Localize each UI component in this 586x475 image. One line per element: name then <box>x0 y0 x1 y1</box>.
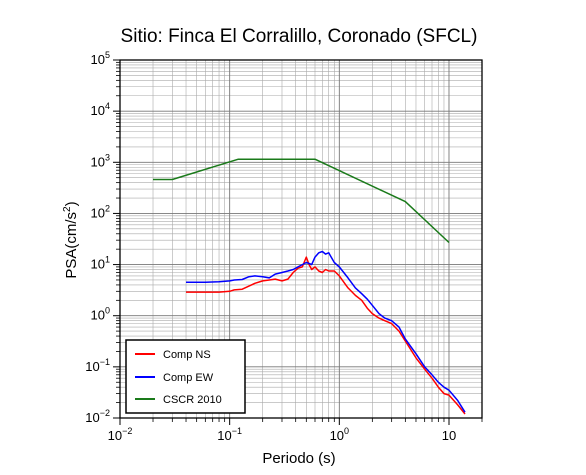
series-line-1 <box>186 250 466 413</box>
y-tick-label: 105 <box>91 50 110 67</box>
y-tick-label: 103 <box>91 152 110 169</box>
tick-marks <box>113 59 483 425</box>
y-tick-label: 100 <box>91 306 110 323</box>
plot-frame <box>119 59 483 419</box>
legend-items: Comp NS Comp EW CSCR 2010 <box>135 349 222 406</box>
series-layer <box>153 158 466 415</box>
x-tick-label: 10−1 <box>217 426 242 443</box>
y-tick-label: 104 <box>91 101 110 118</box>
x-tick-labels: 10−2 10−1 100 10 <box>108 426 457 443</box>
x-axis-label: Periodo (s) <box>262 450 335 467</box>
legend-label-1: Comp EW <box>163 372 214 384</box>
y-tick-label: 10−1 <box>85 357 110 374</box>
x-tick-label: 10 <box>442 428 456 443</box>
series-line-2 <box>153 158 450 244</box>
legend: Comp NS Comp EW CSCR 2010 <box>125 339 246 414</box>
legend-label-2: CSCR 2010 <box>163 394 222 406</box>
series-line-0 <box>186 256 466 415</box>
y-axis-label: PSA(cm/s2) <box>62 201 80 278</box>
y-tick-labels: 10−2 10−1 100 101 102 103 104 105 <box>85 50 110 425</box>
legend-label-0: Comp NS <box>163 349 211 361</box>
chart-title: Sitio: Finca El Corralillo, Coronado (SF… <box>121 26 478 47</box>
x-tick-label: 10−2 <box>108 426 133 443</box>
y-tick-label: 101 <box>91 255 110 272</box>
y-tick-label: 102 <box>91 203 110 220</box>
y-tick-label: 10−2 <box>85 408 110 425</box>
x-tick-label: 100 <box>330 426 349 443</box>
